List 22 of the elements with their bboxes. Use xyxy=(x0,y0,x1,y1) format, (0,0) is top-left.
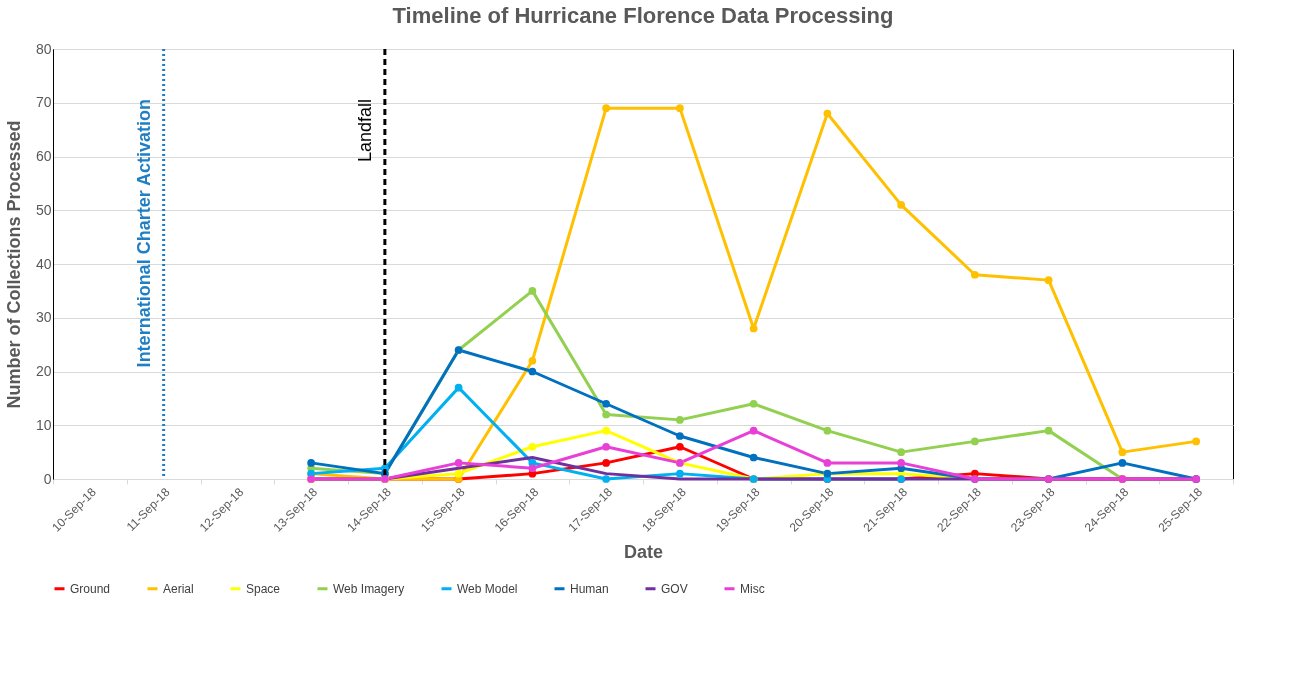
y-tick-label: 20 xyxy=(35,363,52,379)
ref-line-label: Landfall xyxy=(354,99,375,163)
x-axis-title: Date xyxy=(623,541,664,562)
y-tick-label: 0 xyxy=(43,470,52,487)
legend-label: Ground xyxy=(70,581,111,596)
legend-label: GOV xyxy=(661,581,688,596)
y-tick-label: 40 xyxy=(35,255,52,272)
y-tick-label: 60 xyxy=(35,148,52,164)
y-tick-label: 50 xyxy=(35,201,52,218)
legend-label: Aerial xyxy=(163,581,194,596)
legend-label: Web Imagery xyxy=(333,581,405,596)
y-tick-label: 80 xyxy=(35,40,52,57)
legend-label: Web Model xyxy=(457,581,518,596)
ref-line-label: International Charter Activation xyxy=(133,99,154,368)
y-axis-title: Number of Collections Processed xyxy=(3,120,24,409)
legend-label: Misc xyxy=(740,581,765,596)
y-tick-label: 70 xyxy=(35,94,52,111)
legend-label: Space xyxy=(246,581,281,596)
y-tick-label: 10 xyxy=(35,416,52,433)
y-tick-label: 30 xyxy=(35,309,52,326)
chart-title: Timeline of Hurricane Florence Data Processing xyxy=(392,3,894,28)
legend-label: Human xyxy=(570,581,609,596)
